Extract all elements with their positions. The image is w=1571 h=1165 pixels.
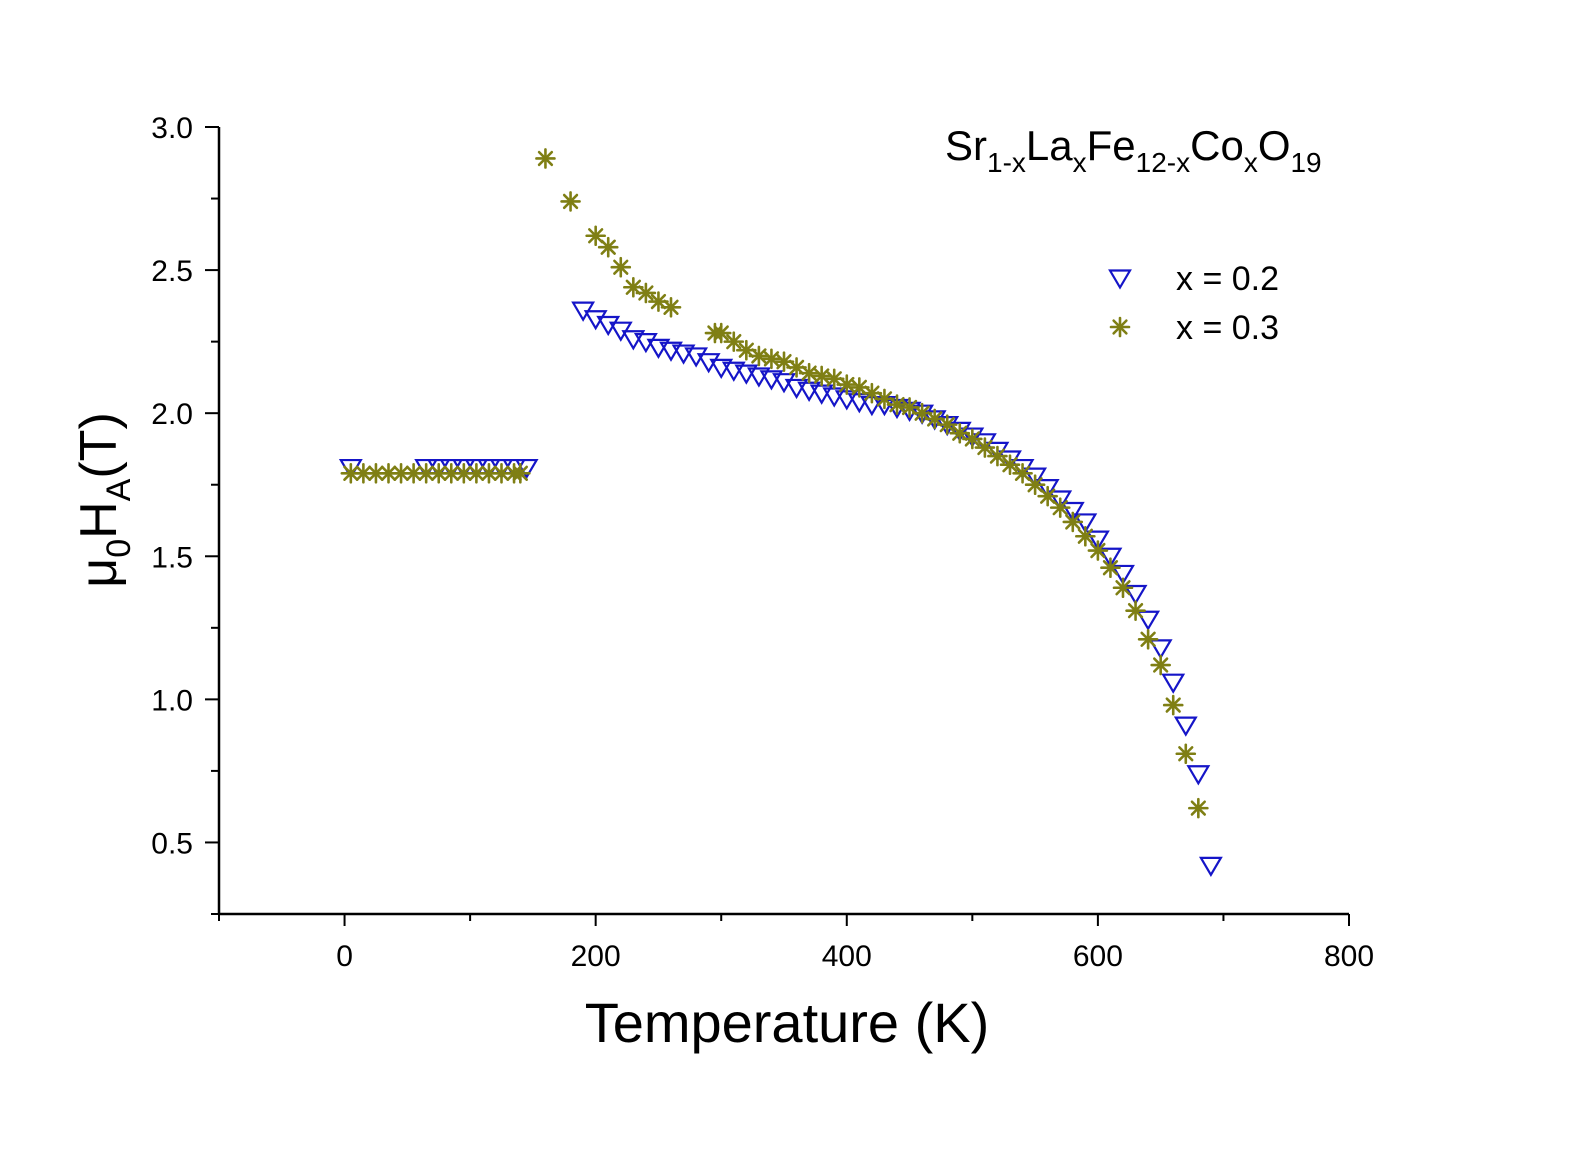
data-point <box>1150 654 1171 676</box>
data-point <box>1198 856 1223 878</box>
legend-label: x = 0.2 <box>1176 260 1279 298</box>
data-point <box>1186 765 1211 786</box>
data-point <box>510 462 531 484</box>
data-point <box>453 462 475 484</box>
data-point <box>936 414 958 435</box>
data-point <box>635 282 657 304</box>
data-point <box>1161 673 1186 694</box>
y-tick-label: 0.5 <box>151 827 193 860</box>
data-point <box>1012 462 1033 484</box>
x-axis-title: Temperature (K) <box>585 991 990 1054</box>
legend-marker <box>1109 316 1131 338</box>
data-point <box>403 462 424 484</box>
y-tick-label: 2.0 <box>151 398 193 431</box>
data-point <box>1035 478 1060 500</box>
data-point <box>798 362 820 384</box>
chart-legend: x = 0.2 x = 0.3 <box>1108 260 1279 347</box>
legend-marker <box>1108 269 1132 290</box>
data-point <box>560 191 581 212</box>
x-tick-label: 200 <box>571 940 621 973</box>
data-point <box>1060 501 1085 523</box>
data-point <box>1188 797 1209 819</box>
data-point <box>1049 497 1071 518</box>
y-axis-title: μ0HA(T) <box>70 412 138 588</box>
data-point <box>610 256 632 278</box>
data-point <box>1024 474 1046 496</box>
chart-formula-annotation: Sr1-xLaxFe12-xCoxO19 <box>945 122 1322 178</box>
data-point <box>1048 490 1073 511</box>
data-point <box>748 345 770 367</box>
data-point <box>1125 600 1146 621</box>
series-1 <box>338 301 1223 878</box>
y-tick-label: 2.5 <box>151 255 193 288</box>
y-tick-label: 3.0 <box>151 112 193 145</box>
chart-points <box>338 148 1223 878</box>
data-point <box>736 339 757 361</box>
data-point <box>1085 530 1110 551</box>
data-point <box>466 462 487 484</box>
legend-label: x = 0.3 <box>1176 309 1279 347</box>
chart-axes <box>217 127 1349 916</box>
x-tick-label: 600 <box>1073 940 1123 973</box>
data-point <box>1023 467 1048 488</box>
x-tick-label: 800 <box>1324 940 1374 973</box>
data-point <box>999 454 1021 475</box>
data-point <box>1148 639 1173 660</box>
data-point <box>886 394 908 415</box>
data-point <box>962 428 983 450</box>
data-point <box>1037 485 1058 507</box>
data-point <box>1112 577 1134 599</box>
data-point <box>660 296 682 318</box>
data-point <box>974 437 996 458</box>
data-point <box>811 365 832 387</box>
data-point <box>1173 716 1198 737</box>
data-point <box>585 225 606 247</box>
data-point <box>723 331 745 352</box>
data-point <box>1062 511 1084 533</box>
y-tick-label: 1.5 <box>151 541 193 574</box>
data-point <box>491 462 512 484</box>
data-point <box>1087 540 1109 561</box>
data-point <box>710 322 732 344</box>
data-point <box>1175 743 1197 765</box>
data-point <box>535 148 556 169</box>
data-point <box>836 374 858 395</box>
x-tick-label: 400 <box>822 940 872 973</box>
data-point <box>1075 525 1096 547</box>
data-point <box>1137 628 1159 650</box>
chart-ticks: 0 200 400 600 800 0.5 1.0 1.5 2.0 2.5 3.0 <box>151 112 1374 973</box>
data-point <box>597 236 619 258</box>
x-tick-label: 0 <box>336 940 353 973</box>
data-point <box>1162 694 1184 716</box>
data-point <box>987 445 1008 467</box>
data-point <box>1136 610 1161 631</box>
y-tick-label: 1.0 <box>151 684 193 717</box>
data-point <box>1100 557 1121 579</box>
series-2 <box>340 148 1209 819</box>
data-point <box>761 348 782 370</box>
